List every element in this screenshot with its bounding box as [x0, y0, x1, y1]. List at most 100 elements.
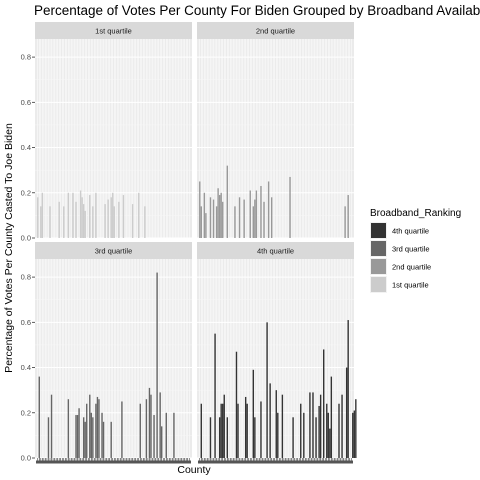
bar: [312, 392, 314, 458]
bar: [326, 403, 328, 458]
bar: [263, 201, 265, 238]
bar: [260, 185, 262, 238]
y-tick-label: 0.2: [21, 408, 31, 417]
bar: [315, 417, 317, 458]
bar: [82, 417, 85, 458]
legend-label: 4th quartile: [392, 227, 429, 236]
bar: [260, 401, 262, 458]
facet-panel: 2nd quartile: [197, 22, 354, 239]
bar: [270, 197, 273, 238]
bar: [226, 165, 228, 238]
facet-strip-label: 2nd quartile: [256, 27, 295, 36]
bar: [277, 412, 279, 458]
legend: Broadband_Ranking 4th quartile 3rd quarti…: [370, 208, 461, 293]
bar: [209, 417, 212, 458]
bar: [161, 426, 163, 458]
bar: [145, 399, 148, 458]
bar: [338, 403, 340, 458]
bar: [220, 403, 222, 458]
bar: [131, 204, 134, 238]
bar: [37, 197, 39, 238]
panel-background: [35, 259, 192, 458]
bar: [104, 204, 106, 238]
bar: [79, 190, 82, 238]
bar: [98, 399, 100, 458]
bar: [292, 417, 294, 458]
bar: [95, 192, 97, 238]
bar: [90, 412, 93, 458]
bar: [38, 376, 40, 458]
bar: [323, 349, 325, 458]
bar: [199, 181, 201, 238]
y-axis-title: Percentage of Votes Per County Casted To…: [3, 123, 15, 373]
bar: [267, 181, 270, 238]
bar: [122, 195, 125, 238]
bar: [220, 192, 222, 238]
y-tick-label: 0.4: [21, 363, 31, 372]
bar: [203, 192, 206, 238]
legend-swatch: [371, 259, 386, 274]
facet-strip-label: 3rd quartile: [95, 247, 133, 256]
bar: [223, 394, 225, 458]
bar: [110, 197, 112, 238]
bar: [92, 417, 94, 458]
bar: [319, 394, 322, 458]
bar: [89, 394, 91, 458]
bar: [144, 206, 146, 238]
y-tick-label: 0.4: [21, 143, 31, 152]
facet-strip: [197, 242, 354, 259]
bar: [347, 195, 349, 238]
bar: [266, 322, 268, 458]
bar: [309, 392, 311, 458]
bar: [252, 206, 255, 238]
bar: [86, 403, 88, 458]
bar: [222, 201, 224, 238]
legend-label: 3rd quartile: [392, 245, 430, 254]
bar: [82, 204, 85, 238]
facet-panels: 1st quartile 0.0 0.2 0.4 0.6 0.8 2nd quartile 3…: [21, 22, 357, 464]
bar: [254, 199, 256, 238]
bar: [200, 206, 202, 238]
bar: [138, 192, 140, 238]
facet-strip: [35, 242, 192, 259]
bar: [347, 320, 349, 458]
bar: [281, 394, 284, 458]
bar: [153, 415, 155, 458]
bar: [107, 199, 109, 238]
bar: [58, 201, 60, 238]
bar: [244, 396, 247, 458]
bar: [222, 403, 224, 458]
x-axis-title: County: [177, 464, 211, 476]
y-tick-label: 0.6: [21, 98, 31, 107]
bar: [67, 399, 70, 458]
y-tick-label: 0.8: [21, 273, 31, 282]
bar: [148, 387, 151, 458]
bar: [246, 403, 248, 458]
bar: [156, 272, 158, 458]
bar: [150, 394, 152, 458]
facet-panel: 4th quartile: [197, 242, 357, 464]
bar: [165, 412, 167, 458]
bar: [303, 412, 305, 458]
facet-strip-label: 1st quartile: [95, 27, 132, 36]
x-tick-labels-dense: [198, 460, 353, 464]
bar: [101, 412, 103, 458]
bar: [329, 428, 331, 458]
bar: [318, 405, 320, 458]
bar: [49, 206, 51, 238]
bar: [84, 421, 86, 458]
bar: [218, 195, 221, 238]
bar: [344, 206, 346, 238]
bar: [218, 417, 221, 458]
bar: [75, 201, 77, 238]
bar: [47, 417, 50, 458]
x-tick-labels-dense: [36, 460, 191, 464]
bar: [341, 394, 343, 458]
legend-swatch: [371, 223, 386, 238]
facet-panel: 3rd quartile 0.0 0.2 0.4 0.6 0.8: [21, 242, 192, 464]
bar: [209, 197, 212, 238]
bar: [212, 199, 215, 238]
bar: [217, 188, 219, 238]
bar: [40, 206, 42, 238]
